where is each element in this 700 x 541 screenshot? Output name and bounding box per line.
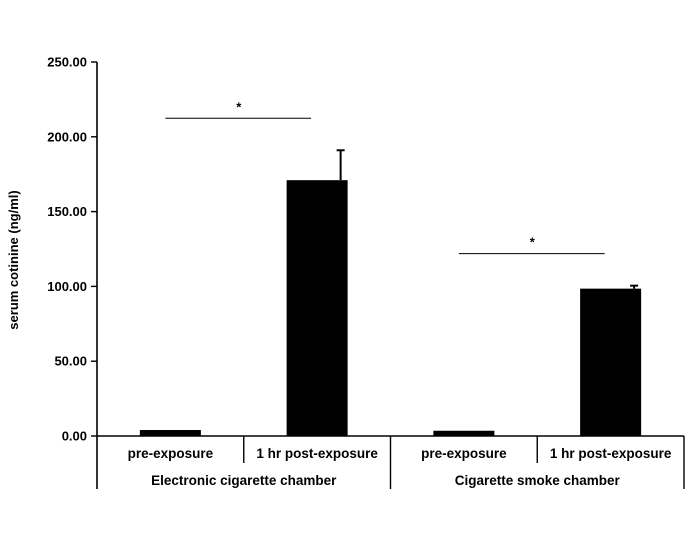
category-label: pre-exposure [128,446,214,461]
error-bars [336,149,639,289]
bar [286,180,348,436]
significance-star: * [236,99,242,114]
y-tick-label: 200.00 [47,129,87,144]
significance-markers: ** [165,99,605,255]
y-axis-ticks: 0.00 50.00 100.00 150.00 200.00 250.00 [47,55,97,444]
group-labels: Electronic cigarette chamber Cigarette sm… [151,473,620,488]
y-axis-label: serum cotinine (ng/ml) [6,190,21,329]
category-label: pre-exposure [421,446,507,461]
group-label: Electronic cigarette chamber [151,473,337,488]
category-labels: pre-exposure 1 hr post-exposure pre-exposu… [128,446,672,461]
y-tick-label: 50.00 [54,354,87,369]
bar [433,430,495,436]
significance-star: * [530,235,536,250]
y-tick-label: 150.00 [47,204,87,219]
category-label: 1 hr post-exposure [256,446,378,461]
y-tick-label: 250.00 [47,55,87,70]
y-tick-label: 0.00 [62,429,87,444]
bars [139,180,642,436]
bar [580,288,642,436]
bar [139,430,201,436]
y-tick-label: 100.00 [47,279,87,294]
group-label: Cigarette smoke chamber [455,473,621,488]
category-label: 1 hr post-exposure [550,446,672,461]
